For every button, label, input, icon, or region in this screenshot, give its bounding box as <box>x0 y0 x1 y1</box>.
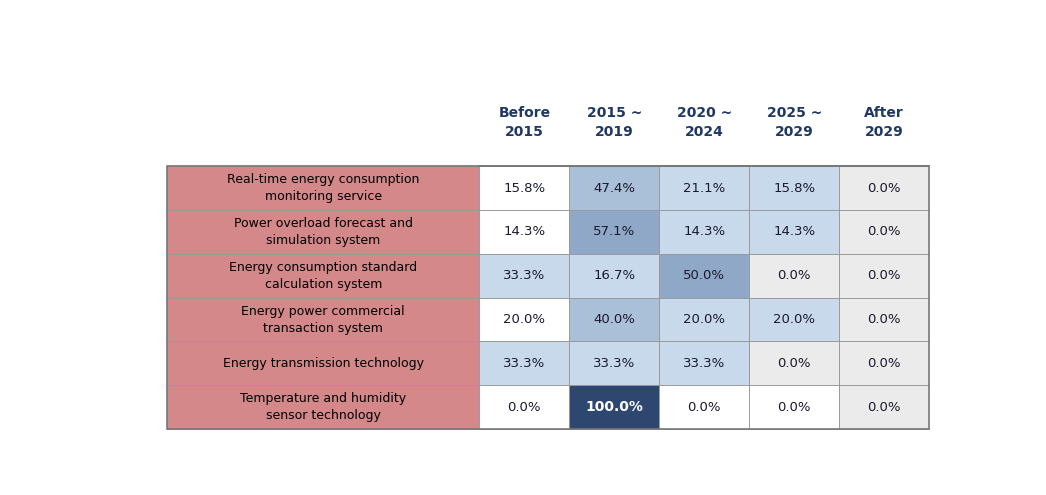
Text: 14.3%: 14.3% <box>503 225 545 239</box>
Text: 57.1%: 57.1% <box>593 225 635 239</box>
Bar <box>749 385 839 429</box>
Text: 0.0%: 0.0% <box>867 313 901 326</box>
Text: 20.0%: 20.0% <box>683 313 725 326</box>
Text: 2015 ~
2019: 2015 ~ 2019 <box>587 105 642 139</box>
Bar <box>839 254 929 297</box>
Text: 15.8%: 15.8% <box>503 182 545 195</box>
Bar <box>479 342 569 385</box>
Text: 33.3%: 33.3% <box>593 357 635 370</box>
Bar <box>839 385 929 429</box>
Text: 21.1%: 21.1% <box>683 182 726 195</box>
Bar <box>569 342 659 385</box>
Bar <box>479 254 569 297</box>
Text: 0.0%: 0.0% <box>687 400 721 414</box>
Text: 0.0%: 0.0% <box>867 357 901 370</box>
Bar <box>659 210 749 254</box>
Text: 0.0%: 0.0% <box>777 357 811 370</box>
Text: Power overload forecast and
simulation system: Power overload forecast and simulation s… <box>233 217 413 247</box>
Bar <box>749 166 839 210</box>
Text: 0.0%: 0.0% <box>867 182 901 195</box>
Text: 33.3%: 33.3% <box>503 269 545 282</box>
Text: 0.0%: 0.0% <box>867 269 901 282</box>
Text: 20.0%: 20.0% <box>773 313 815 326</box>
Text: Real-time energy consumption
monitoring service: Real-time energy consumption monitoring … <box>227 173 419 203</box>
Bar <box>659 254 749 297</box>
Bar <box>659 166 749 210</box>
Text: Energy consumption standard
calculation system: Energy consumption standard calculation … <box>229 261 417 291</box>
Bar <box>749 254 839 297</box>
Bar <box>659 297 749 342</box>
Bar <box>749 342 839 385</box>
Bar <box>839 166 929 210</box>
Text: 47.4%: 47.4% <box>593 182 635 195</box>
Bar <box>167 210 479 254</box>
Text: 16.7%: 16.7% <box>593 269 635 282</box>
Text: Energy power commercial
transaction system: Energy power commercial transaction syst… <box>242 304 405 335</box>
Bar <box>479 297 569 342</box>
Text: 0.0%: 0.0% <box>507 400 541 414</box>
Bar <box>569 385 659 429</box>
Bar <box>167 385 479 429</box>
Bar <box>167 254 479 297</box>
Text: 15.8%: 15.8% <box>773 182 815 195</box>
Text: 0.0%: 0.0% <box>777 400 811 414</box>
Bar <box>839 210 929 254</box>
Bar <box>167 297 479 342</box>
Text: 33.3%: 33.3% <box>683 357 726 370</box>
Text: 0.0%: 0.0% <box>867 400 901 414</box>
Text: 2025 ~
2029: 2025 ~ 2029 <box>767 105 822 139</box>
Bar <box>569 210 659 254</box>
Text: 0.0%: 0.0% <box>777 269 811 282</box>
Text: 14.3%: 14.3% <box>773 225 815 239</box>
Bar <box>167 166 479 210</box>
Bar <box>479 385 569 429</box>
Bar <box>569 297 659 342</box>
Text: 20.0%: 20.0% <box>503 313 545 326</box>
Text: 33.3%: 33.3% <box>503 357 545 370</box>
Bar <box>659 342 749 385</box>
Bar <box>839 342 929 385</box>
Bar <box>569 166 659 210</box>
Text: 2020 ~
2024: 2020 ~ 2024 <box>677 105 732 139</box>
Bar <box>839 297 929 342</box>
Text: Before
2015: Before 2015 <box>498 105 550 139</box>
Text: After
2029: After 2029 <box>864 105 904 139</box>
Bar <box>749 297 839 342</box>
Bar <box>167 342 479 385</box>
Text: 0.0%: 0.0% <box>867 225 901 239</box>
Bar <box>479 166 569 210</box>
Text: 14.3%: 14.3% <box>683 225 725 239</box>
Text: Energy transmission technology: Energy transmission technology <box>223 357 424 370</box>
Bar <box>479 210 569 254</box>
Bar <box>659 385 749 429</box>
Bar <box>569 254 659 297</box>
Text: 40.0%: 40.0% <box>593 313 635 326</box>
Bar <box>749 210 839 254</box>
Text: 50.0%: 50.0% <box>683 269 725 282</box>
Text: 100.0%: 100.0% <box>586 400 643 414</box>
Text: Temperature and humidity
sensor technology: Temperature and humidity sensor technolo… <box>241 392 406 422</box>
Bar <box>167 166 929 429</box>
